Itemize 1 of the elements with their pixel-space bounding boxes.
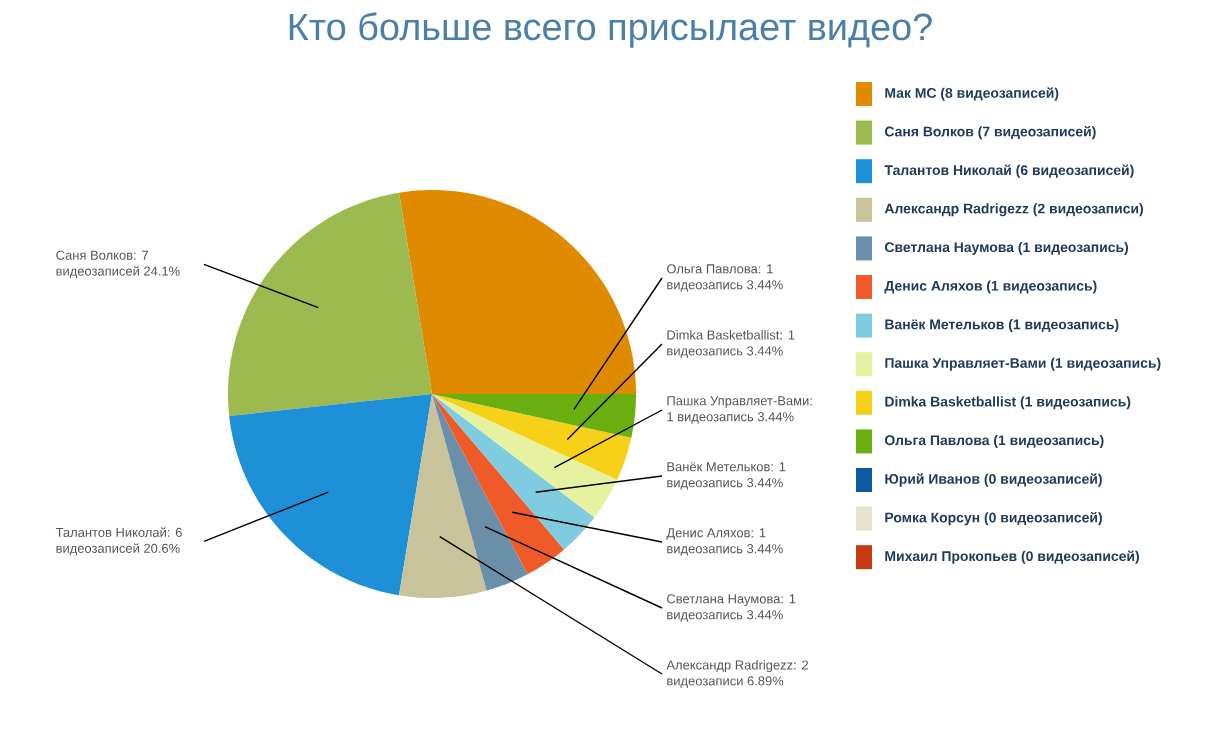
chart-title: Кто больше всего присылает видео? bbox=[289, 12, 932, 48]
